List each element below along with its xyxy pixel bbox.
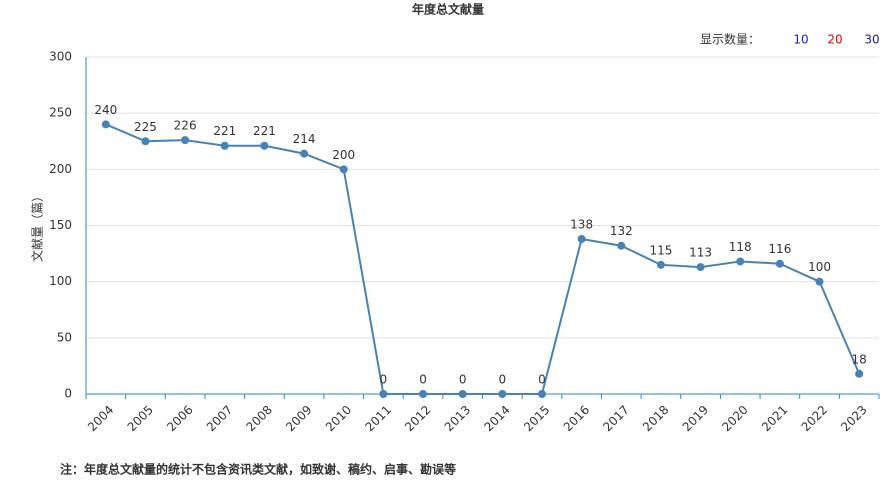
data-label: 0: [538, 373, 546, 387]
x-tick-label: 2013: [442, 403, 473, 434]
y-tick-label: 200: [49, 162, 72, 176]
point: [458, 390, 467, 398]
point: [379, 390, 388, 398]
x-tick-label: 2022: [799, 403, 830, 434]
x-tick-label: 2008: [244, 403, 275, 434]
data-label: 240: [94, 103, 117, 117]
display-option[interactable]: 20: [827, 33, 842, 47]
y-axis-label: 文献量（篇）: [30, 190, 45, 262]
chart-title: 年度总文献量: [412, 2, 484, 17]
x-tick-label: 2020: [719, 403, 750, 434]
data-label: 200: [332, 148, 355, 162]
point: [419, 390, 428, 398]
data-label: 225: [134, 120, 157, 134]
data-label: 0: [380, 373, 388, 387]
x-tick-label: 2019: [680, 403, 711, 434]
data-label: 138: [570, 217, 593, 231]
data-label: 0: [459, 373, 467, 387]
y-tick-label: 0: [64, 387, 72, 401]
point: [141, 137, 150, 146]
data-label: 0: [419, 373, 427, 387]
data-label: 116: [768, 242, 791, 256]
y-tick-label: 50: [57, 330, 72, 344]
x-tick-label: 2005: [125, 403, 156, 434]
point: [775, 259, 784, 268]
data-label: 226: [174, 119, 197, 133]
data-label: 115: [649, 243, 672, 257]
data-label: 18: [852, 352, 867, 366]
y-tick-label: 150: [49, 218, 72, 232]
point: [855, 369, 864, 378]
x-tick-label: 2017: [600, 403, 631, 434]
x-tick-label: 2010: [323, 403, 354, 434]
line: [105, 123, 861, 395]
x-tick-label: 2021: [759, 403, 790, 434]
data-label: 100: [808, 260, 831, 274]
point: [498, 390, 507, 398]
x-tick-label: 2014: [481, 403, 512, 434]
point: [815, 277, 824, 286]
point: [260, 141, 269, 150]
point: [101, 120, 110, 129]
point: [577, 234, 586, 243]
data-label: 113: [689, 246, 712, 260]
display-count-label: 显示数量：: [700, 32, 760, 47]
x-tick-label: 2016: [561, 403, 592, 434]
x-tick-label: 2007: [204, 403, 235, 434]
data-label: 214: [293, 132, 316, 146]
x-tick-label: 2004: [85, 403, 116, 434]
point: [339, 165, 348, 174]
point: [537, 390, 546, 398]
point: [300, 149, 309, 158]
footnote: 注：年度总文献量的统计不包含资讯类文献，如致谢、稿约、启事、勘误等: [60, 462, 456, 477]
point: [736, 257, 745, 266]
point: [181, 136, 190, 145]
data-label: 221: [253, 124, 276, 138]
x-tick-label: 2009: [283, 403, 314, 434]
data-label: 221: [213, 124, 236, 138]
x-tick-label: 2023: [838, 403, 869, 434]
point: [696, 263, 705, 272]
point: [220, 141, 229, 150]
display-option[interactable]: 10: [793, 33, 808, 47]
point: [656, 260, 665, 269]
x-tick-label: 2018: [640, 403, 671, 434]
display-option[interactable]: 30: [864, 33, 879, 47]
data-label: 118: [729, 240, 752, 254]
data-label: 0: [499, 373, 507, 387]
y-tick-label: 300: [49, 50, 72, 64]
y-tick-label: 100: [49, 274, 72, 288]
x-tick-label: 2006: [164, 403, 195, 434]
point: [617, 241, 626, 250]
x-tick-label: 2015: [521, 403, 552, 434]
x-tick-label: 2011: [362, 403, 393, 434]
data-label: 132: [610, 224, 633, 238]
y-tick-label: 250: [49, 106, 72, 120]
x-tick-label: 2012: [402, 403, 433, 434]
